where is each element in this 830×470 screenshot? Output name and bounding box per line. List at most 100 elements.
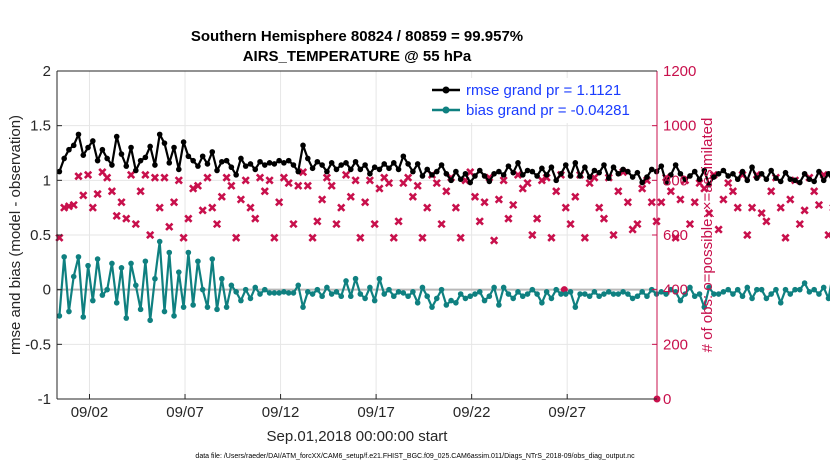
rmse-point — [749, 164, 755, 171]
rmse-point — [739, 168, 746, 175]
bias-point — [448, 297, 454, 304]
rmse-point — [85, 144, 91, 151]
rmse-point — [682, 176, 688, 183]
obs-assimilated-marker — [814, 200, 824, 210]
obs-assimilated-marker — [403, 173, 413, 182]
rmse-point — [319, 162, 325, 168]
bias-point — [534, 291, 540, 297]
obs-assimilated-marker — [475, 217, 484, 226]
rmse-point — [758, 170, 765, 177]
bias-point — [486, 293, 493, 300]
legend-bias-label: bias grand pr = -0.04281 — [466, 102, 630, 119]
obs-assimilated-marker — [413, 181, 422, 190]
rmse-point — [496, 168, 502, 175]
bias-point — [754, 286, 760, 293]
obs-assimilated-marker — [193, 181, 203, 190]
obs-assimilated-marker — [270, 233, 279, 242]
bias-point — [668, 286, 674, 293]
obs-assimilated-marker — [337, 203, 346, 212]
rmse-point — [386, 165, 392, 172]
bias-point — [720, 289, 727, 295]
bias-point — [682, 291, 688, 297]
x-tick-label: 09/22 — [453, 404, 491, 421]
obs-assimilated-marker — [714, 225, 723, 234]
bias-point — [104, 286, 110, 293]
obs-assimilated-marker — [160, 173, 169, 182]
y2-tick-label: 1000 — [663, 118, 696, 135]
bias-point — [462, 295, 469, 302]
obs-assimilated-marker — [236, 195, 246, 204]
obs-assimilated-marker — [690, 198, 699, 207]
bias-point — [816, 291, 822, 297]
bias-point — [806, 289, 813, 295]
obs-assimilated-marker — [676, 195, 685, 204]
bias-point — [472, 291, 478, 297]
y-tick-label: 0.5 — [30, 227, 51, 244]
rmse-point — [209, 149, 216, 155]
obs-assimilated-marker — [566, 219, 575, 229]
obs-assimilated-marker — [241, 176, 250, 185]
obs-assimilated-marker — [131, 219, 140, 229]
obs-assimilated-marker — [728, 187, 738, 196]
bias-point — [792, 286, 798, 293]
bias-point — [257, 291, 263, 297]
x-tick-label: 09/07 — [166, 404, 204, 421]
chart-title-line2: AIRS_TEMPERATURE @ 55 hPa — [243, 48, 472, 65]
bias-point — [548, 295, 555, 302]
bias-point — [491, 284, 497, 291]
bias-point — [687, 284, 693, 291]
y2-tick-label: 600 — [663, 227, 688, 244]
obs-assimilated-marker — [657, 198, 666, 207]
bias-point — [625, 291, 631, 297]
rmse-point — [433, 168, 440, 175]
obs-assimilated-marker — [103, 173, 112, 182]
legend-box — [423, 78, 653, 123]
rmse-point — [558, 170, 564, 177]
bias-point — [424, 293, 431, 300]
bias-point — [691, 293, 698, 300]
rmse-point — [577, 173, 583, 179]
rmse-point — [166, 160, 173, 166]
bias-point — [797, 286, 803, 293]
obs-assimilated-marker — [184, 214, 193, 223]
bias-point — [739, 293, 746, 300]
rmse-point — [801, 170, 808, 177]
obs-assimilated-marker — [456, 233, 465, 242]
bias-point — [481, 297, 488, 304]
obs-assimilated-marker — [346, 192, 355, 201]
obs-assimilated-marker — [275, 198, 284, 207]
bias-point — [171, 313, 177, 319]
bias-point — [295, 282, 302, 289]
rmse-point — [204, 161, 211, 167]
obs-assimilated-marker — [800, 206, 809, 215]
rmse-point — [476, 167, 483, 174]
y-tick-label: -1 — [38, 391, 51, 408]
bias-point — [467, 293, 474, 300]
obs-assimilated-marker — [227, 181, 236, 190]
obs-assimilated-marker — [260, 187, 269, 196]
bias-point — [505, 291, 512, 297]
bias-point — [763, 295, 770, 302]
obs-assimilated-marker — [504, 214, 513, 223]
rmse-point — [56, 168, 63, 175]
rmse-point — [94, 157, 101, 164]
bias-point — [414, 299, 421, 306]
rmse-point — [519, 172, 526, 178]
bias-point — [185, 249, 192, 256]
obs-assimilated-marker — [351, 176, 360, 185]
axes — [56, 70, 658, 400]
obs-assimilated-marker — [614, 187, 623, 196]
rmse-point — [333, 166, 340, 173]
obs-assimilated-marker — [489, 236, 499, 245]
obs-assimilated-marker — [528, 230, 537, 240]
rmse-point — [133, 167, 139, 174]
bias-point — [400, 290, 407, 296]
obs-assimilated-marker — [294, 181, 303, 190]
bias-point — [515, 289, 521, 295]
obs-assimilated-marker — [810, 187, 819, 196]
obs-assimilated-marker — [165, 222, 174, 231]
bias-point — [190, 302, 196, 308]
bias-point — [443, 302, 450, 308]
obs-assimilated-marker — [719, 195, 728, 204]
